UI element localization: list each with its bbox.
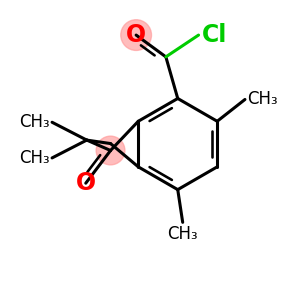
Text: O: O xyxy=(126,23,146,47)
Circle shape xyxy=(121,20,152,50)
Text: CH₃: CH₃ xyxy=(167,225,198,243)
Circle shape xyxy=(96,136,125,165)
Text: Cl: Cl xyxy=(202,23,227,47)
Text: CH₃: CH₃ xyxy=(20,149,50,167)
Text: CH₃: CH₃ xyxy=(20,113,50,131)
Text: CH₃: CH₃ xyxy=(247,91,278,109)
Text: O: O xyxy=(76,171,96,195)
